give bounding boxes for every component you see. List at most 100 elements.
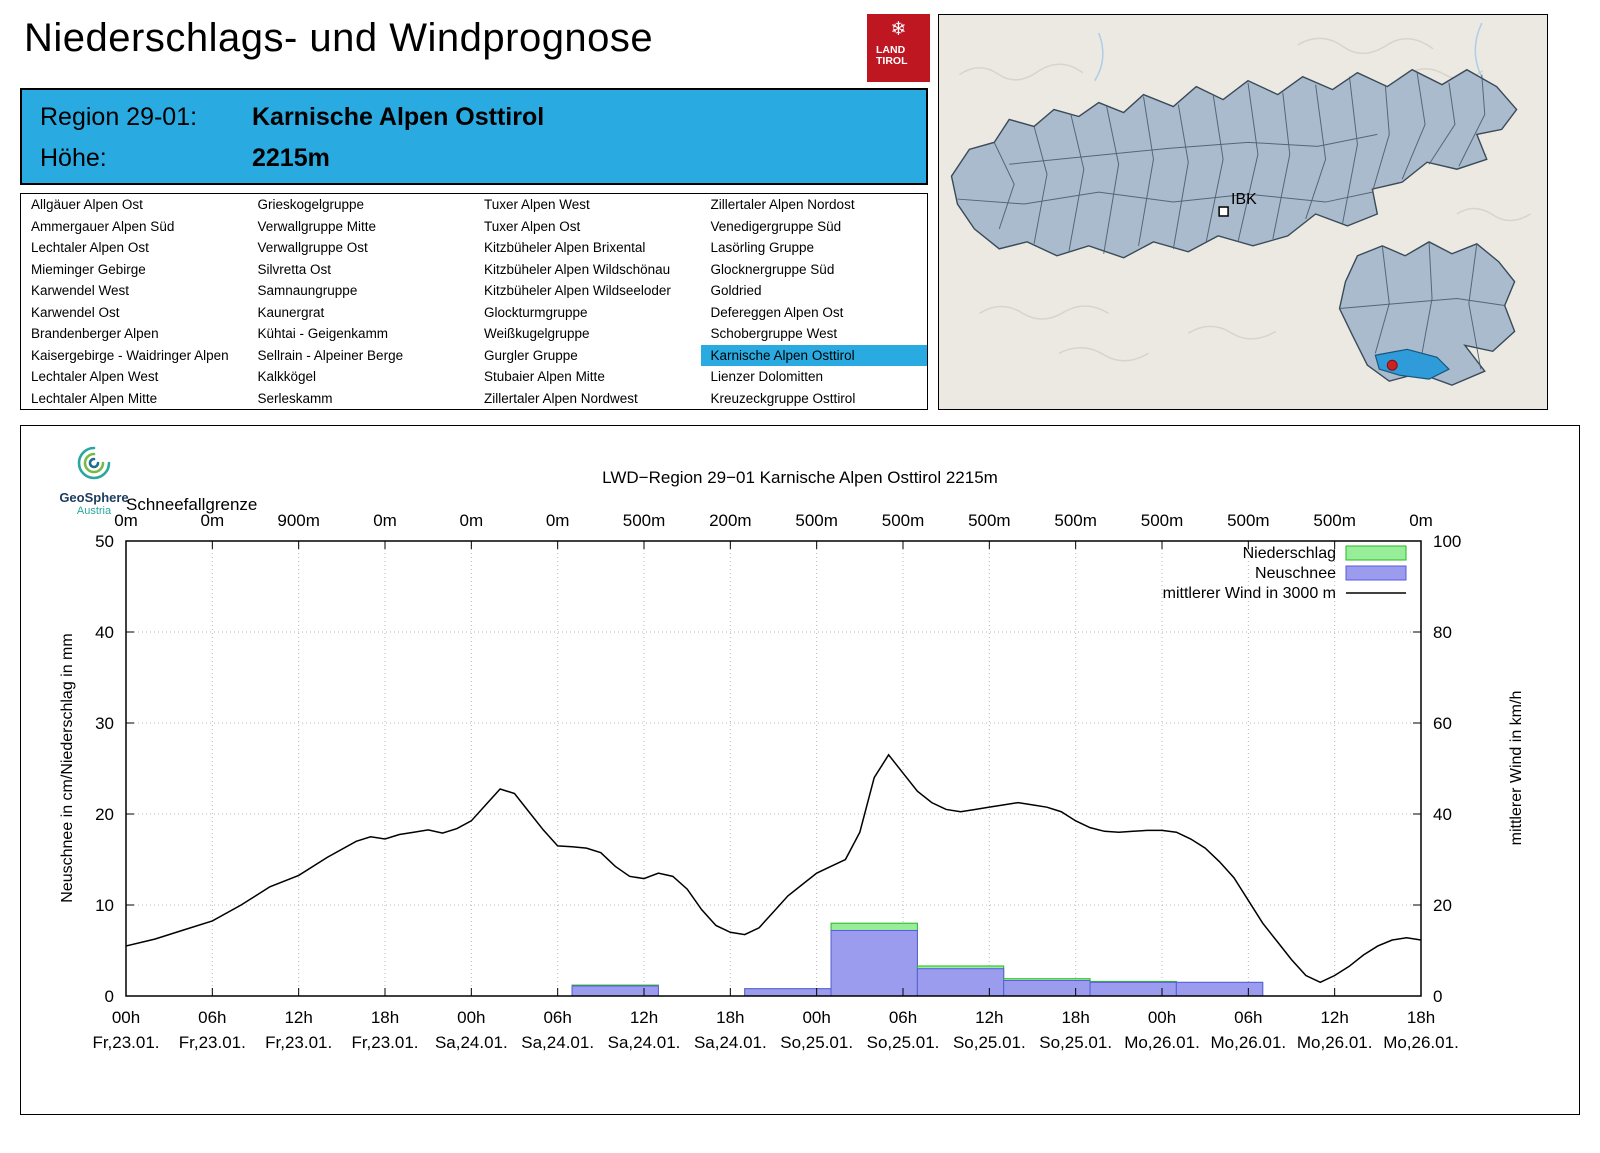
- schneefallgrenze-value: 0m: [114, 511, 138, 530]
- y-left-tick-label: 10: [95, 896, 114, 915]
- y-right-tick-label: 60: [1433, 714, 1452, 733]
- map-region-highlight[interactable]: [1374, 348, 1450, 380]
- y-right-tick-label: 80: [1433, 623, 1452, 642]
- region-list-item[interactable]: Tuxer Alpen West: [484, 197, 590, 212]
- region-list-item[interactable]: Verwallgruppe Ost: [257, 240, 368, 255]
- x-tick-hour-label: 12h: [975, 1008, 1003, 1027]
- region-list-item[interactable]: Kitzbüheler Alpen Brixental: [484, 240, 646, 255]
- x-tick-day-label: Sa,24.01.: [694, 1033, 767, 1052]
- region-list-item[interactable]: Defereggen Alpen Ost: [710, 304, 844, 320]
- schneefallgrenze-value: 500m: [623, 511, 666, 530]
- region-list-item-selected[interactable]: Karnische Alpen Osttirol: [700, 344, 927, 366]
- map-box: IBK: [938, 14, 1548, 410]
- schneefallgrenze-value: 0m: [201, 511, 225, 530]
- map-city-label: IBK: [1231, 191, 1257, 208]
- region-list-item[interactable]: Tuxer Alpen Ost: [484, 218, 581, 234]
- region-list-item[interactable]: Kitzbüheler Alpen Wildschönau: [484, 261, 671, 277]
- x-tick-day-label: So,25.01.: [867, 1033, 940, 1052]
- region-list-item[interactable]: Mieminger Gebirge: [31, 261, 146, 277]
- region-list-item[interactable]: Goldried: [710, 283, 762, 298]
- region-list-item[interactable]: Serleskamm: [257, 390, 333, 406]
- altitude-label: Höhe:: [40, 144, 107, 172]
- region-info-row: Region 29-01: Karnische Alpen Osttirol: [40, 97, 926, 138]
- neuschnee-bar: [571, 985, 659, 997]
- region-list-item[interactable]: Zillertaler Alpen Nordwest: [484, 390, 638, 406]
- region-list-item[interactable]: Kreuzeckgruppe Osttirol: [710, 390, 856, 406]
- map-region-north-tirol[interactable]: [950, 68, 1518, 259]
- region-list-item[interactable]: Brandenberger Alpen: [31, 326, 159, 341]
- region-list-item[interactable]: Lechtaler Alpen Ost: [31, 240, 149, 255]
- x-tick-hour-label: 00h: [112, 1008, 140, 1027]
- y-right-tick-label: 40: [1433, 805, 1452, 824]
- logo-text-line2: TIROL: [876, 55, 908, 67]
- snowflake-icon: ❄: [890, 19, 907, 40]
- schneefallgrenze-value: 0m: [373, 511, 397, 530]
- map-city-marker: [1218, 206, 1229, 217]
- neuschnee-bar: [744, 988, 832, 997]
- page-title: Niederschlags- und Windprognose: [24, 16, 654, 60]
- y-right-tick-label: 0: [1433, 987, 1442, 1006]
- region-list-item[interactable]: Kaisergebirge - Waidringer Alpen: [31, 347, 229, 363]
- region-list-item[interactable]: Ammergauer Alpen Süd: [31, 218, 175, 234]
- region-list-item[interactable]: Kühtai - Geigenkamm: [257, 326, 389, 341]
- region-list-item[interactable]: Lechtaler Alpen Mitte: [31, 390, 158, 406]
- y-left-tick-label: 50: [95, 532, 114, 551]
- legend-label: Neuschnee: [1255, 565, 1336, 582]
- forecast-chart: 0 10 20 30 40 50 0 20 40 60 80 100 00h Fr,23.01. 06h Fr…: [92, 495, 1461, 1052]
- map-location-marker: [1386, 359, 1398, 371]
- region-list-item[interactable]: Verwallgruppe Mitte: [257, 218, 377, 234]
- region-list-item[interactable]: Gurgler Gruppe: [484, 347, 578, 363]
- x-tick-hour-label: 00h: [1148, 1008, 1176, 1027]
- region-list-item[interactable]: Kitzbüheler Alpen Wildseeloder: [484, 283, 671, 298]
- region-list-item[interactable]: Zillertaler Alpen Nordost: [710, 197, 855, 212]
- map-subregion-borders: [957, 72, 1486, 254]
- region-list-item[interactable]: Venedigergruppe Süd: [710, 218, 842, 234]
- x-tick-day-label: Mo,26.01.: [1297, 1033, 1373, 1052]
- region-list-item[interactable]: Kaunergrat: [257, 304, 325, 320]
- region-list-item[interactable]: Weißkugelgruppe: [484, 326, 590, 341]
- region-list-item[interactable]: Grieskogelgruppe: [257, 197, 365, 212]
- region-list-item[interactable]: Glockturmgruppe: [484, 304, 588, 320]
- x-tick-day-label: Sa,24.01.: [608, 1033, 681, 1052]
- region-list-item[interactable]: Schobergruppe West: [710, 326, 838, 341]
- schneefallgrenze-value: 500m: [1227, 511, 1270, 530]
- altitude-value: 2215m: [252, 144, 330, 172]
- region-list-item[interactable]: Kalkkögel: [257, 369, 317, 384]
- region-value: Karnische Alpen Osttirol: [252, 103, 545, 131]
- region-list-item[interactable]: Samnaungruppe: [257, 283, 358, 298]
- neuschnee-bar: [1089, 981, 1177, 997]
- region-list-item[interactable]: Glocknergruppe Süd: [710, 261, 835, 277]
- x-tick-day-label: Fr,23.01.: [351, 1033, 418, 1052]
- region-list-item[interactable]: Silvretta Ost: [257, 261, 332, 277]
- region-list-item[interactable]: Stubaier Alpen Mitte: [484, 369, 605, 384]
- y-right-tick-label: 100: [1433, 532, 1461, 551]
- x-tick-hour-label: 00h: [457, 1008, 485, 1027]
- x-tick-day-label: Sa,24.01.: [435, 1033, 508, 1052]
- y-left-tick-label: 0: [105, 987, 114, 1006]
- schneefallgrenze-value: 900m: [277, 511, 320, 530]
- legend-swatch: [1345, 565, 1407, 581]
- schneefallgrenze-value: 500m: [1313, 511, 1356, 530]
- map-region-east-tirol[interactable]: [1338, 241, 1516, 386]
- neuschnee-bar: [916, 968, 1005, 997]
- neuschnee-bar: [1175, 981, 1264, 997]
- region-list-item[interactable]: Lasörling Gruppe: [710, 240, 815, 255]
- region-list-item[interactable]: Karwendel West: [31, 283, 130, 298]
- x-tick-day-label: Mo,26.01.: [1124, 1033, 1200, 1052]
- region-list-item[interactable]: Lechtaler Alpen West: [31, 369, 159, 384]
- x-tick-hour-label: 00h: [802, 1008, 830, 1027]
- y-left-tick-label: 40: [95, 623, 114, 642]
- schneefallgrenze-value: 500m: [968, 511, 1011, 530]
- region-list-item[interactable]: Karwendel Ost: [31, 304, 120, 320]
- neuschnee-bar: [1003, 980, 1091, 997]
- region-list-item[interactable]: Allgäuer Alpen Ost: [31, 197, 143, 212]
- schneefallgrenze-value: 500m: [1054, 511, 1097, 530]
- geosphere-name: GeoSphere: [59, 490, 129, 505]
- x-tick-day-label: Fr,23.01.: [179, 1033, 246, 1052]
- region-list-item[interactable]: Lienzer Dolomitten: [710, 369, 824, 384]
- x-tick-day-label: So,25.01.: [1039, 1033, 1112, 1052]
- x-tick-day-label: So,25.01.: [780, 1033, 853, 1052]
- region-list-item[interactable]: Sellrain - Alpeiner Berge: [257, 347, 404, 363]
- x-tick-hour-label: 06h: [543, 1008, 571, 1027]
- geosphere-logo: GeoSphere Austria: [51, 440, 137, 517]
